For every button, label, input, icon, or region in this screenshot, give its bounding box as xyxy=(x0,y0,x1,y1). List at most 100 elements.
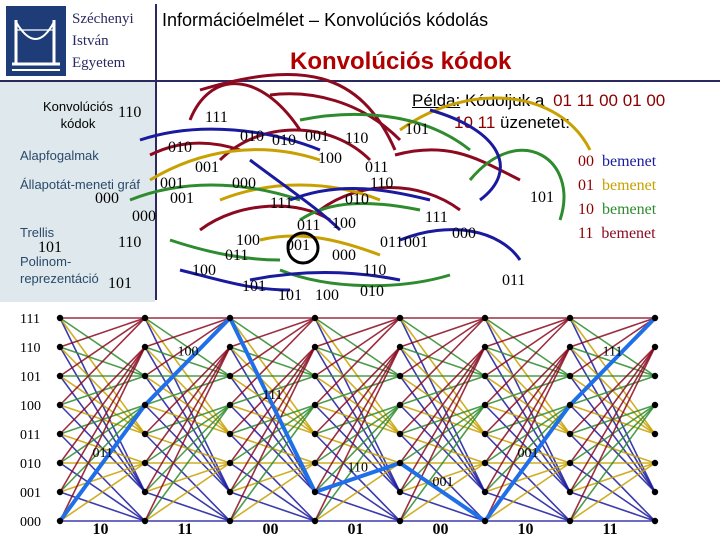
trellis-node xyxy=(56,430,64,438)
example-line-1: Példa: Kódoljuk a 01 11 00 01 00 xyxy=(412,90,712,112)
trellis-branch xyxy=(399,346,486,464)
page-title: Konvolúciós kódok xyxy=(290,48,512,75)
header-title: Információelmélet – Konvolúciós kódolás xyxy=(162,10,489,30)
trellis-path-segment xyxy=(228,317,317,493)
trellis-node xyxy=(226,343,234,351)
legend-row: 00 bemenet xyxy=(578,150,656,174)
trellis-branch xyxy=(229,404,316,522)
input-legend: 00 bemenet 01 bemenet 10 bemenet 11 beme… xyxy=(578,150,656,246)
state-graph-label: 110 xyxy=(118,234,141,251)
trellis-node xyxy=(651,372,659,380)
state-graph-label: 001 xyxy=(305,128,329,145)
example-line-2: 10 11 üzenetet: xyxy=(412,112,712,134)
trellis-branch xyxy=(229,404,316,493)
state-graph-label: 001 xyxy=(160,175,184,192)
trellis-node xyxy=(311,372,319,380)
trellis-node xyxy=(141,488,149,496)
trellis-branch xyxy=(314,346,401,464)
trellis-branch xyxy=(59,404,146,493)
sidebar-item-allapotatmeneti-graf[interactable]: Állapotát-meneti gráf xyxy=(20,177,140,192)
sidebar-item-alapfogalmak[interactable]: Alapfogalmak xyxy=(20,148,99,163)
trellis-branch xyxy=(399,462,486,493)
bridge-logo-icon xyxy=(6,6,66,76)
legend-label: bemenet xyxy=(602,153,657,170)
trellis-node xyxy=(311,430,319,438)
example-line2-text: üzenetet: xyxy=(500,113,570,132)
trellis-branch xyxy=(59,491,146,522)
trellis-branch xyxy=(484,346,571,435)
trellis-branch xyxy=(314,317,401,348)
trellis-state-label: 011 xyxy=(20,428,40,443)
state-graph-label: 111 xyxy=(425,209,448,226)
university-name-line1: Széchenyi xyxy=(72,11,134,27)
trellis-branch xyxy=(229,346,316,435)
university-name-line3: Egyetem xyxy=(72,55,126,71)
trellis-branch xyxy=(59,462,146,522)
trellis-branch xyxy=(399,491,486,522)
trellis-node xyxy=(226,314,234,322)
legend-row: 01 bemenet xyxy=(578,174,656,198)
trellis-branch xyxy=(314,317,401,406)
trellis-node xyxy=(566,314,574,322)
legend-bits: 00 xyxy=(578,153,594,170)
sidebar-item-polinom-reprezentacio[interactable]: Polinom-reprezentáció xyxy=(20,254,99,286)
trellis-state-label: 111 xyxy=(20,312,40,327)
state-graph-label: 101 xyxy=(405,121,429,138)
trellis-branch xyxy=(569,462,656,522)
state-graph-label: 110 xyxy=(345,130,368,147)
sidebar-item-konvolucios-kodok[interactable]: Konvolúciós kódok xyxy=(42,99,114,131)
trellis-branch xyxy=(484,346,571,522)
trellis-branch xyxy=(569,462,656,493)
state-graph-label: 010 xyxy=(360,283,384,300)
trellis-state-label: 000 xyxy=(20,515,41,530)
trellis-branch xyxy=(569,346,656,464)
trellis-branch xyxy=(144,491,231,522)
trellis-node xyxy=(141,430,149,438)
trellis-branch xyxy=(59,317,146,377)
trellis-branch xyxy=(314,346,401,493)
trellis-node xyxy=(481,372,489,380)
trellis-node xyxy=(141,401,149,409)
state-graph-label: 010 xyxy=(240,128,264,145)
trellis-branch xyxy=(399,346,486,522)
trellis-node xyxy=(226,459,234,467)
trellis-branch xyxy=(484,317,571,348)
trellis-node xyxy=(481,517,489,525)
trellis-node xyxy=(566,430,574,438)
trellis-branch xyxy=(59,317,146,348)
state-graph-label: 010 xyxy=(272,132,296,149)
trellis-branch xyxy=(569,346,656,493)
example-message-part2: 10 11 xyxy=(454,113,496,132)
trellis-node xyxy=(311,459,319,467)
legend-bits: 01 xyxy=(578,177,594,194)
trellis-node xyxy=(311,401,319,409)
trellis-branch xyxy=(144,317,231,377)
state-graph-label: 000 xyxy=(232,175,256,192)
trellis-node xyxy=(226,430,234,438)
trellis-branch xyxy=(569,404,656,522)
trellis-branch xyxy=(144,346,231,522)
sidebar xyxy=(0,82,155,302)
trellis-diagram: 1111101011000110100010000111001111100010… xyxy=(20,312,659,538)
trellis-state-label: 010 xyxy=(20,457,41,472)
trellis-branch-label: 100 xyxy=(178,345,199,360)
state-graph-label: 100 xyxy=(236,232,260,249)
state-graph-label: 011 xyxy=(365,159,388,176)
state-graph-label: 101 xyxy=(38,239,62,256)
trellis-branch xyxy=(569,317,656,377)
trellis-branch xyxy=(59,346,146,435)
example-message-part1: 01 11 00 01 00 xyxy=(553,91,666,110)
state-graph-label: 111 xyxy=(205,109,228,126)
trellis-node xyxy=(481,488,489,496)
state-graph-label: 010 xyxy=(345,191,369,208)
sidebar-item-trellis[interactable]: Trellis xyxy=(20,225,55,240)
trellis-node xyxy=(56,488,64,496)
state-graph-label: 110 xyxy=(118,104,141,121)
trellis-node xyxy=(481,459,489,467)
trellis-state-label: 001 xyxy=(20,486,41,501)
trellis-node xyxy=(56,401,64,409)
state-graph-label: 101 xyxy=(108,275,132,292)
trellis-input-label: 01 xyxy=(348,521,364,538)
state-graph-label: 100 xyxy=(315,287,339,300)
